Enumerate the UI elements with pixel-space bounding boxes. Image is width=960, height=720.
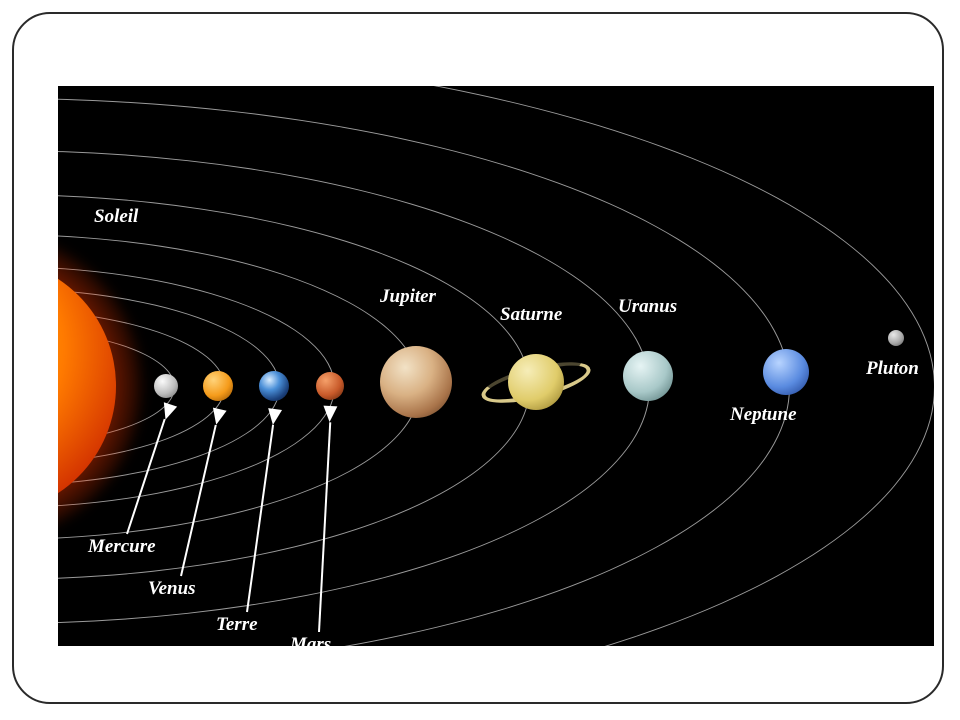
planet-terre (259, 371, 289, 401)
label-jupiter: Jupiter (380, 286, 436, 308)
planet-pluton (888, 330, 904, 346)
arrowhead-terre (266, 408, 282, 426)
label-venus: Venus (148, 578, 196, 600)
planet-venus (203, 371, 233, 401)
solar-system-diagram: Soleil Mercure Venus Terre Mars Jupiter Saturn… (58, 86, 934, 646)
planet-jupiter (380, 346, 452, 418)
planet-uranus (623, 351, 673, 401)
slide-frame: Soleil Mercure Venus Terre Mars Jupiter Saturn… (12, 12, 944, 704)
label-saturne: Saturne (500, 304, 562, 326)
label-mercure: Mercure (88, 536, 156, 558)
bullet-dot (44, 674, 56, 686)
label-mars: Mars (290, 634, 331, 646)
planet-mercure (154, 374, 178, 398)
label-pluton: Pluton (866, 358, 919, 380)
label-terre: Terre (216, 614, 258, 636)
label-soleil: Soleil (94, 206, 138, 228)
arrowhead-mars (323, 406, 338, 423)
planet-neptune (763, 349, 809, 395)
label-uranus: Uranus (618, 296, 677, 318)
planet-saturne (508, 354, 564, 410)
planet-mars (316, 372, 344, 400)
label-neptune: Neptune (730, 404, 797, 426)
